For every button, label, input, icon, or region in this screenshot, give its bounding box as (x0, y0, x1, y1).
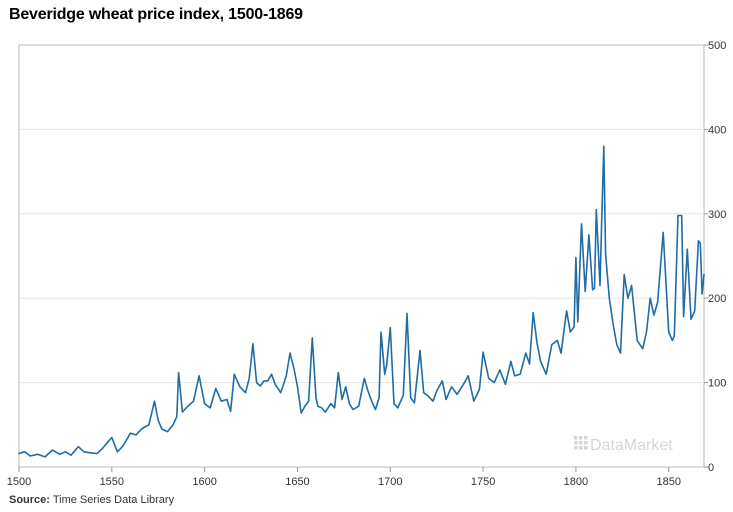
y-tick-label: 300 (708, 209, 726, 221)
x-tick-label: 1850 (656, 476, 680, 488)
series-line (18, 145, 705, 458)
watermark-logo-square (574, 446, 578, 450)
y-tick-label: 100 (708, 378, 726, 390)
source-note: Source: Time Series Data Library (9, 494, 174, 506)
x-tick-label: 1650 (285, 476, 309, 488)
watermark-logo-square (574, 436, 578, 440)
y-tick-label: 500 (708, 40, 726, 52)
watermark-logo-square (574, 441, 578, 445)
x-tick-label: 1700 (378, 476, 402, 488)
series-layer (18, 145, 705, 458)
x-tick-label: 1750 (471, 476, 495, 488)
source-text: Time Series Data Library (52, 494, 175, 506)
chart-title: Beveridge wheat price index, 1500-1869 (9, 6, 303, 23)
watermark-logo-square (579, 446, 583, 450)
watermark-logo-square (579, 436, 583, 440)
watermark-text: DataMarket (590, 437, 673, 454)
watermark-logo-square (584, 441, 588, 445)
y-axis: 0 100 200 300 400 500 (704, 40, 726, 474)
x-tick-label: 1600 (192, 476, 216, 488)
x-axis: 1500 1550 1600 1650 1700 1750 1800 1850 (7, 467, 681, 488)
watermark: DataMarket (574, 436, 673, 454)
watermark-logo-square (579, 441, 583, 445)
x-tick-label: 1550 (100, 476, 124, 488)
x-tick-label: 1800 (564, 476, 588, 488)
source-label: Source: (9, 494, 50, 506)
watermark-logo-square (584, 436, 588, 440)
x-tick-label: 1500 (7, 476, 31, 488)
y-tick-label: 400 (708, 124, 726, 136)
y-tick-label: 0 (708, 462, 714, 474)
grid-lines (19, 128, 704, 384)
y-tick-label: 200 (708, 293, 726, 305)
watermark-logo-square (584, 446, 588, 450)
